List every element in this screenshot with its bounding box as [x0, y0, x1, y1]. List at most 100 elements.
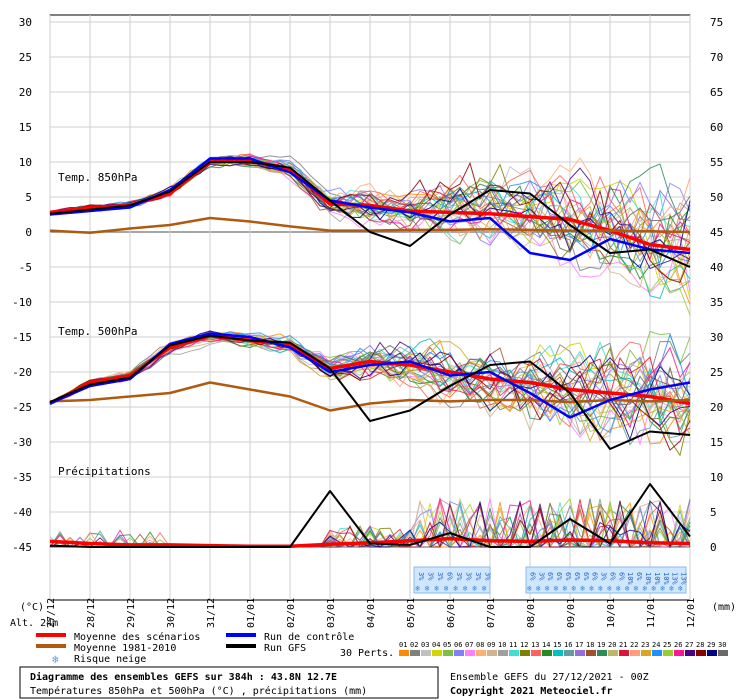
series-t850-line — [49, 158, 691, 252]
pert-legend-id: 28 — [696, 641, 704, 649]
legend-mean-scenarios: Moyenne des scénarios — [74, 631, 200, 643]
legend-pert-label: 30 Perts. — [340, 648, 394, 659]
pert-legend-id: 11 — [509, 641, 517, 649]
series-t850-line — [49, 216, 691, 234]
legend-snow-risk: Risque neige — [74, 654, 146, 665]
right-tick-label: 70 — [710, 51, 723, 64]
pert-legend-id: 05 — [443, 641, 451, 649]
snow-risk-value: 6% — [573, 572, 581, 581]
pert-legend-swatch — [476, 650, 486, 656]
pert-legend-id: 21 — [619, 641, 627, 649]
series-t850-line — [49, 161, 691, 268]
pert-legend-swatch — [410, 650, 420, 656]
pert-legend-swatch — [421, 650, 431, 656]
pert-legend-swatch — [718, 650, 728, 656]
snowflake-icon: ❄ — [434, 584, 439, 593]
snowflake-icon: ❄ — [425, 584, 430, 593]
snow-risk-value: 10% — [653, 572, 661, 585]
snow-risk-value: 6% — [635, 572, 643, 581]
pert-legend-id: 20 — [608, 641, 616, 649]
snowflake-icon: ❄ — [545, 584, 550, 593]
pert-legend-id: 07 — [465, 641, 473, 649]
pert-legend-swatch — [652, 650, 662, 656]
snowflake-icon: ❄ — [482, 584, 487, 593]
left-axis-ticks: 30 25 20 15 10 5 0 -5 -10 -15 -20 -25 -30 -35 -40 -45 — [12, 16, 32, 554]
perturbation-legend: 01 02 03 04 05 06 07 08 09 10 11 12 13 14 15 16 17 18 19 20… — [399, 641, 728, 656]
snowflake-icon: ❄ — [580, 584, 585, 593]
left-tick-label: 30 — [19, 16, 32, 29]
pert-legend-id: 14 — [542, 641, 550, 649]
pert-legend-swatch — [487, 650, 497, 656]
legend-control-run: Run de contrôle — [264, 631, 354, 643]
panel-label-t500: Temp. 500hPa — [58, 325, 137, 338]
left-tick-label: -45 — [12, 541, 32, 554]
pert-legend-id: 30 — [718, 641, 726, 649]
left-tick-label: -20 — [12, 366, 32, 379]
snowflake-icon: ❄ — [554, 584, 559, 593]
pert-legend-id: 19 — [597, 641, 605, 649]
date-tick-label: 11/01 — [646, 598, 657, 628]
left-tick-label: -25 — [12, 401, 32, 414]
date-tick-label: 28/12 — [86, 598, 97, 628]
left-tick-label: 25 — [19, 51, 32, 64]
snow-risk-value: 13% — [680, 572, 688, 585]
snowflake-icon: ❄ — [669, 584, 674, 593]
snow-risk-boxes: 3%❄3%❄3%❄6%❄3%❄3%❄3%❄3%❄6%❄3%❄6%❄6%❄6%❄6… — [413, 566, 688, 594]
pert-legend-id: 03 — [421, 641, 429, 649]
legend-swatch-gfs — [226, 644, 256, 648]
footer-box — [19, 666, 439, 699]
footer-subtitle: Températures 850hPa et 500hPa (°C) , pré… — [30, 685, 367, 697]
snow-risk-value: 6% — [582, 572, 590, 581]
pert-legend-swatch — [465, 650, 475, 656]
date-tick-label: 01/01 — [246, 598, 257, 628]
perturbation-t500-line — [49, 334, 691, 427]
series-t500-line — [49, 334, 691, 450]
pert-legend-id: 22 — [630, 641, 638, 649]
snow-risk-value: 3% — [474, 572, 482, 581]
pert-legend-swatch — [663, 650, 673, 656]
pert-legend-swatch — [674, 650, 684, 656]
snowflake-icon: ❄ — [678, 584, 683, 593]
pert-legend-id: 09 — [487, 641, 495, 649]
snowflake-icon: ❄ — [607, 584, 612, 593]
right-tick-label: 60 — [710, 121, 723, 134]
pert-legend-id: 15 — [553, 641, 561, 649]
snow-risk-value: 3% — [426, 572, 434, 581]
date-tick-label: 29/12 — [126, 598, 137, 628]
right-tick-label: 0 — [710, 541, 717, 554]
pert-legend-swatch — [520, 650, 530, 656]
pert-legend-swatch — [454, 650, 464, 656]
left-unit-label: (°C) — [20, 602, 44, 613]
footer-title: Diagramme des ensembles GEFS sur 384h : … — [30, 671, 337, 683]
date-axis-ticks: 27/12 28/12 29/12 30/12 31/12 01/01 02/01 03/01… — [46, 598, 697, 628]
pert-legend-id: 27 — [685, 641, 693, 649]
snow-risk-value: 10% — [644, 572, 652, 585]
date-tick-label: 03/01 — [326, 598, 337, 628]
date-tick-label: 27/12 — [46, 598, 57, 628]
snowflake-icon: ❄ — [634, 584, 639, 593]
pert-legend-id: 29 — [707, 641, 715, 649]
left-tick-label: -30 — [12, 436, 32, 449]
pert-legend-swatch — [608, 650, 618, 656]
snowflake-icon: ❄ — [536, 584, 541, 593]
right-tick-label: 20 — [710, 401, 723, 414]
snowflake-icon: ❄ — [453, 584, 458, 593]
pert-legend-id: 24 — [652, 641, 660, 649]
pert-legend-id: 16 — [564, 641, 572, 649]
date-tick-label: 08/01 — [526, 598, 537, 628]
perturbation-t500-line — [49, 335, 691, 429]
right-tick-label: 50 — [710, 191, 723, 204]
date-tick-label: 06/01 — [446, 598, 457, 628]
legend-swatch-climate — [36, 644, 66, 648]
legend-gfs-run: Run GFS — [264, 643, 306, 654]
left-tick-label: 5 — [25, 191, 32, 204]
snowflake-icon: ❄ — [616, 584, 621, 593]
snowflake-icon: ❄ — [660, 584, 665, 593]
pert-legend-id: 26 — [674, 641, 682, 649]
snow-risk-value: 3% — [483, 572, 491, 581]
panel-label-t850: Temp. 850hPa — [58, 171, 137, 184]
left-tick-label: -35 — [12, 471, 32, 484]
left-tick-label: -10 — [12, 296, 32, 309]
legend-swatch-control — [226, 633, 256, 637]
